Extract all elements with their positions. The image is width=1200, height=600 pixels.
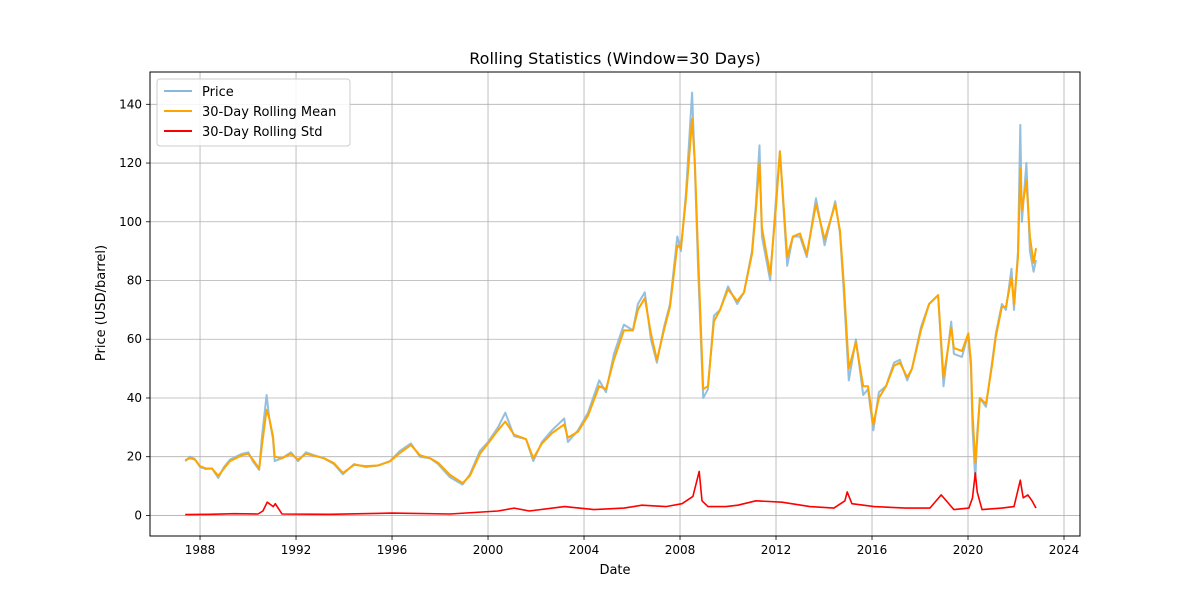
x-tick-label: 1988 [185, 543, 216, 557]
y-tick-label: 100 [119, 215, 142, 229]
x-tick-label: 2000 [473, 543, 504, 557]
legend-box [156, 78, 351, 147]
y-tick-label: 140 [119, 97, 142, 111]
y-tick-label: 20 [127, 450, 142, 464]
legend-label-rolling-std: 30-Day Rolling Std [202, 125, 323, 140]
legend: Price 30-Day Rolling Mean 30-Day Rolling… [156, 78, 351, 147]
y-tick-label: 120 [119, 156, 142, 170]
x-tick-label: 2004 [569, 543, 600, 557]
series-line-rolling-std [185, 470, 1037, 516]
legend-label-rolling-mean: 30-Day Rolling Mean [202, 105, 336, 120]
axis-ticks: 1988 1992 1996 2000 2004 2008 2012 2016 2020 2024… [119, 97, 1079, 557]
y-tick-label: 80 [127, 274, 142, 288]
legend-label-price: Price [202, 85, 234, 100]
x-axis-label: Date [599, 563, 630, 578]
plot-area-frame [149, 71, 1081, 537]
plot-series [184, 91, 1037, 516]
grid [150, 72, 1080, 536]
y-tick-label: 60 [127, 332, 142, 346]
x-tick-label: 2012 [761, 543, 792, 557]
x-tick-label: 2020 [953, 543, 984, 557]
y-tick-label: 40 [127, 391, 142, 405]
x-tick-label: 1996 [377, 543, 408, 557]
x-tick-label: 2024 [1049, 543, 1080, 557]
chart-title: Rolling Statistics (Window=30 Days) [469, 49, 760, 68]
x-tick-label: 1992 [281, 543, 312, 557]
y-axis-label: Price (USD/barrel) [94, 245, 109, 361]
x-tick-label: 2016 [857, 543, 888, 557]
y-tick-label: 0 [134, 508, 142, 522]
series-line-rolling-mean [184, 118, 1037, 485]
x-tick-label: 2008 [665, 543, 696, 557]
